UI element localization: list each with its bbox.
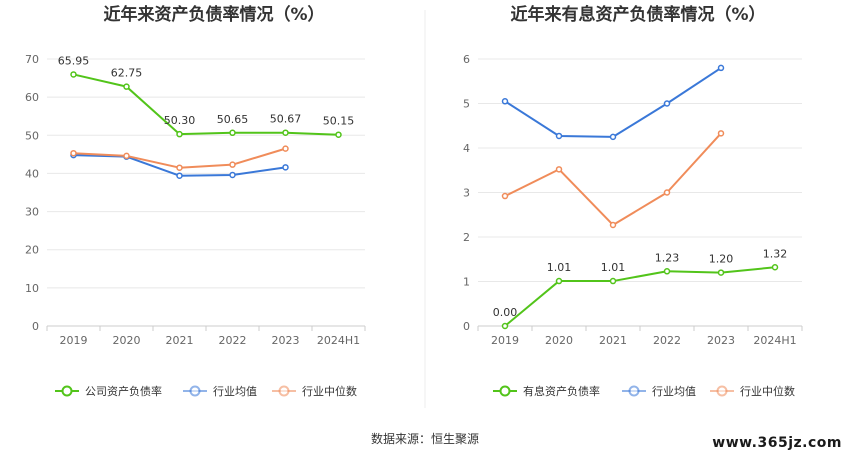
legend-label: 公司资产负债率 (85, 384, 162, 398)
y-tick-label: 0 (463, 320, 470, 333)
y-tick-label: 1 (463, 276, 470, 289)
data-point (176, 164, 183, 171)
data-source: 数据来源：恒生聚源 (370, 432, 479, 446)
data-label: 62.75 (111, 67, 143, 80)
chart-title: 近年来有息资产负债率情况（%） (510, 4, 765, 25)
x-tick-label: 2019 (491, 334, 519, 347)
legend-label: 行业均值 (652, 385, 696, 398)
data-label: 50.65 (217, 113, 249, 126)
legend-marker (628, 385, 640, 397)
data-point (70, 149, 77, 157)
y-tick-label: 3 (463, 187, 470, 200)
data-point (663, 189, 671, 196)
x-tick-label: 2021 (599, 334, 627, 347)
data-label: 1.23 (655, 251, 680, 264)
data-label: 50.67 (270, 113, 302, 126)
x-tick-label: 2024H1 (317, 334, 360, 347)
y-tick-label: 2 (463, 231, 470, 244)
series-line-1 (73, 73, 339, 136)
data-point (609, 133, 617, 141)
data-point (282, 164, 289, 171)
data-label: 1.32 (763, 247, 788, 260)
legend-label: 行业均值 (213, 385, 257, 398)
data-point (501, 98, 509, 105)
legend-marker (189, 385, 201, 397)
y-tick-label: 40 (25, 167, 39, 180)
data-label: 50.15 (323, 115, 355, 128)
data-point (176, 130, 183, 138)
data-point (229, 161, 236, 168)
data-point (229, 129, 236, 137)
legend-marker (716, 385, 728, 397)
y-tick-label: 60 (25, 91, 39, 104)
data-point (501, 192, 509, 200)
data-point (335, 131, 342, 138)
data-label: 65.95 (58, 54, 90, 67)
chart-2: 近年来有息资产负债率情况（%） 0 1 2 3 4 5 6 2019 2020 2021 2022 20… (463, 4, 803, 398)
y-tick-label: 30 (25, 206, 39, 219)
chart-1: 近年来资产负债率情况（%） 0 10 20 30 40 50 60 70 2019 2020 2021… (25, 4, 366, 398)
data-point (282, 145, 289, 152)
legend-label: 行业中位数 (302, 384, 357, 398)
data-point (501, 322, 509, 330)
data-point (229, 171, 236, 179)
y-tick-label: 10 (25, 282, 39, 295)
y-tick-label: 50 (25, 129, 39, 142)
data-point (663, 268, 671, 275)
data-point (555, 166, 563, 173)
x-tick-label: 2023 (707, 334, 735, 347)
data-point (663, 100, 671, 107)
legend-label: 行业中位数 (740, 384, 795, 398)
data-point (717, 64, 725, 72)
data-point (176, 172, 183, 179)
data-point (717, 269, 725, 276)
data-point (123, 152, 130, 160)
x-tick-label: 2024H1 (753, 334, 796, 347)
data-point (609, 277, 617, 285)
legend-label: 有息资产负债率 (523, 384, 600, 398)
data-point (555, 277, 563, 285)
data-label: 1.01 (547, 261, 572, 274)
legend-marker (61, 385, 73, 397)
legend-marker (278, 385, 290, 397)
data-point (282, 129, 289, 136)
y-tick-label: 0 (32, 320, 39, 333)
x-tick-label: 2022 (653, 334, 681, 347)
y-tick-label: 6 (463, 53, 470, 66)
series-line-3 (504, 132, 722, 226)
x-tick-label: 2019 (60, 334, 88, 347)
y-tick-label: 20 (25, 244, 39, 257)
data-point (609, 221, 617, 229)
data-label: 1.01 (601, 261, 626, 274)
data-label: 1.20 (709, 253, 734, 266)
x-tick-label: 2022 (219, 334, 247, 347)
data-point (70, 71, 77, 78)
legend-marker (499, 385, 511, 397)
chart-title: 近年来资产负债率情况（%） (103, 4, 324, 25)
series-line-1 (504, 266, 776, 327)
data-point (771, 264, 779, 271)
data-point (555, 132, 563, 140)
x-tick-label: 2021 (166, 334, 194, 347)
y-tick-label: 5 (463, 98, 470, 111)
data-point (717, 130, 725, 137)
y-tick-label: 70 (25, 53, 39, 66)
x-tick-label: 2020 (113, 334, 141, 347)
series-line-2 (504, 67, 722, 138)
y-tick-label: 4 (463, 142, 470, 155)
watermark: www.365jz.com (712, 435, 842, 451)
data-label: 0.00 (493, 306, 518, 319)
data-label: 50.30 (164, 114, 196, 127)
x-tick-label: 2020 (545, 334, 573, 347)
x-tick-label: 2023 (272, 334, 300, 347)
data-point (123, 83, 130, 90)
